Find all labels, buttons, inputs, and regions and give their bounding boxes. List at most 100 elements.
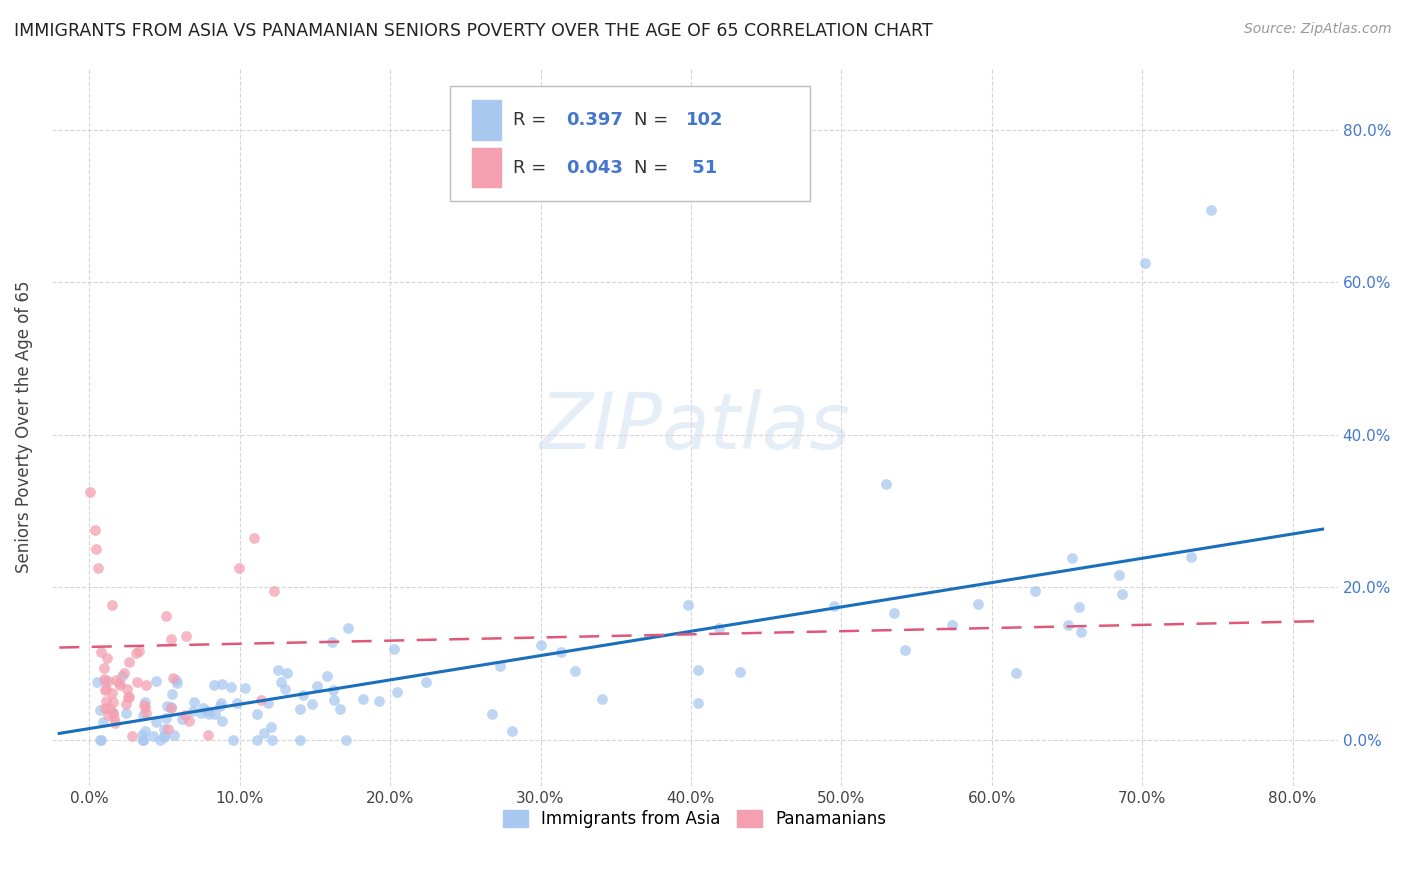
Point [179,714,201,728]
Point [260,720,283,734]
Point [117,681,139,696]
Point [132,707,155,722]
Text: ZIPatlas: ZIPatlas [540,389,851,465]
Point [115,706,138,720]
Point [108,677,131,691]
Point [267,663,290,677]
Point [707,621,730,635]
Point [301,697,323,711]
Point [246,733,269,747]
Bar [472,148,501,187]
Point [260,733,283,747]
Point [243,531,266,545]
Point [221,681,243,695]
Point [335,733,357,747]
Point [1199,202,1222,217]
Point [1062,551,1084,566]
Point [134,695,156,709]
Point [276,665,298,680]
Point [211,677,233,691]
Point [93,660,115,674]
Point [368,694,391,708]
Point [322,682,344,697]
Point [323,692,346,706]
Point [198,706,221,721]
Point [125,646,148,660]
Point [321,635,343,649]
Point [209,699,232,714]
Point [134,723,156,738]
Point [290,733,312,747]
Point [481,706,503,721]
Point [329,701,352,715]
Point [336,621,359,635]
Point [94,683,117,698]
Point [89,733,111,747]
Point [292,688,315,702]
Point [93,674,115,689]
Point [530,638,553,652]
Point [246,707,269,722]
Bar [472,101,501,140]
Point [153,731,176,745]
Point [226,696,249,710]
Point [152,722,174,736]
Point [162,671,184,685]
Legend: Immigrants from Asia, Panamanians: Immigrants from Asia, Panamanians [496,804,893,835]
Point [107,675,129,690]
Point [159,701,181,715]
Point [197,728,219,742]
Point [84,523,107,537]
Point [98,702,121,716]
Point [166,676,188,690]
Point [176,629,198,643]
Point [172,713,194,727]
Point [86,542,108,557]
Point [688,696,710,710]
Point [100,686,122,700]
Text: R =: R = [513,159,553,177]
Point [352,692,374,706]
Point [89,703,111,717]
Point [79,485,101,500]
Point [591,692,613,706]
Point [686,663,709,677]
Text: 0.043: 0.043 [567,159,623,177]
Point [97,707,120,722]
Point [101,695,124,709]
Point [153,729,176,743]
Point [87,561,110,575]
Point [155,711,177,725]
Point [96,650,118,665]
Point [104,715,127,730]
Text: N =: N = [634,159,675,177]
Point [94,681,117,696]
Point [91,714,114,729]
Point [966,598,988,612]
Point [1108,567,1130,582]
Point [90,733,112,747]
Point [253,725,276,739]
Point [270,675,292,690]
Point [183,695,205,709]
Point [114,665,136,680]
Point [941,617,963,632]
Point [135,706,157,721]
Point [209,696,232,710]
Point [141,729,163,743]
Point [1111,587,1133,601]
Point [250,693,273,707]
Point [121,729,143,743]
Point [155,609,177,624]
Point [181,704,204,718]
Point [1024,583,1046,598]
Point [728,665,751,679]
Point [222,733,245,747]
Point [160,699,183,714]
Point [165,673,187,687]
Point [387,685,409,699]
Point [1070,625,1092,640]
Point [97,673,120,688]
Point [132,698,155,713]
Point [86,675,108,690]
